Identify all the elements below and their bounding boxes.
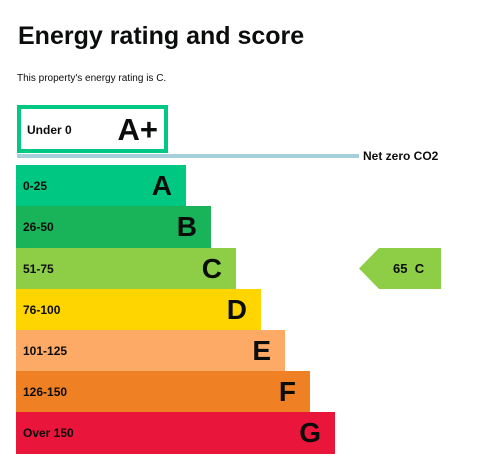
band-f-letter: F [278, 376, 296, 407]
band-a-plus-letter: A+ [117, 112, 159, 147]
band-g: Over 150 G [16, 412, 335, 454]
band-d-range: 76-100 [23, 303, 61, 317]
band-d: 76-100 D [16, 289, 261, 331]
band-a-plus-range: Under 0 [27, 123, 72, 137]
band-d-letter: D [226, 294, 247, 325]
band-c: 51-75 C [16, 248, 236, 290]
band-a-range: 0-25 [23, 179, 48, 193]
band-e-range: 101-125 [23, 344, 68, 358]
band-e-letter: E [252, 335, 271, 366]
current-rating-score: 65 [393, 261, 408, 276]
band-f: 126-150 F [16, 371, 310, 413]
net-zero-label: Net zero CO2 [363, 149, 439, 163]
current-rating-label: 65 C [393, 261, 424, 276]
net-zero-line [17, 154, 359, 158]
current-rating-arrow-shape [359, 248, 441, 289]
band-b-letter: B [176, 211, 197, 242]
band-a-letter: A [151, 170, 172, 201]
current-rating-arrow: 65 C [359, 248, 441, 289]
band-b-range: 26-50 [23, 220, 54, 234]
band-f-range: 126-150 [23, 385, 68, 399]
band-c-range: 51-75 [23, 262, 54, 276]
band-e: 101-125 E [16, 330, 285, 372]
current-rating-letter: C [414, 261, 425, 276]
band-c-letter: C [201, 253, 222, 284]
band-g-range: Over 150 [23, 426, 74, 440]
band-a-plus: Under 0 A+ [17, 105, 168, 153]
page-title: Energy rating and score [18, 22, 305, 50]
band-a: 0-25 A [16, 165, 186, 207]
band-g-letter: G [299, 417, 321, 448]
band-b: 26-50 B [16, 206, 211, 248]
rating-summary: This property's energy rating is C. [17, 73, 167, 84]
